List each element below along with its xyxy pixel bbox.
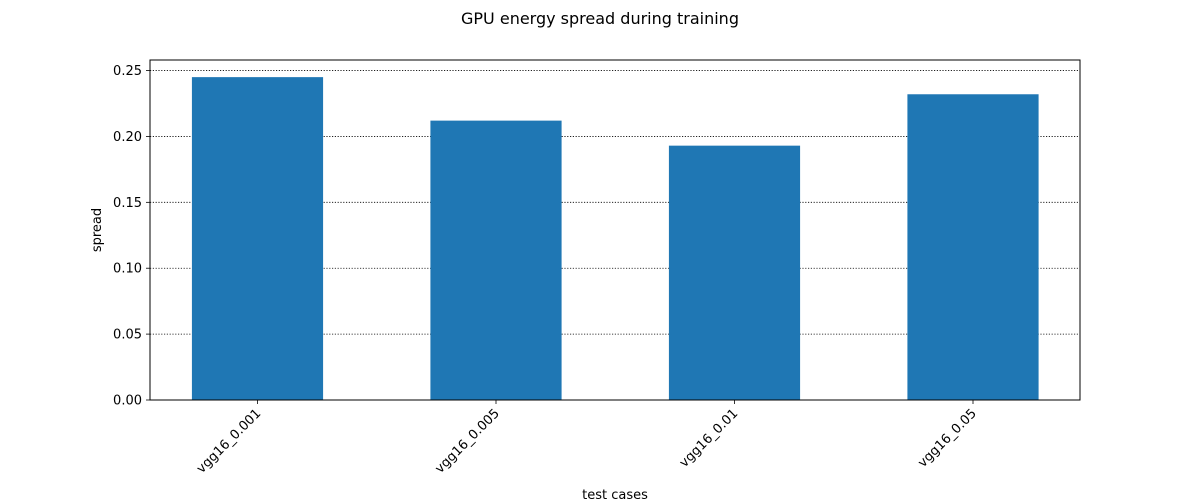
x-tick-label: vgg16_0.001: [194, 406, 264, 476]
y-tick-label: 0.10: [113, 262, 142, 277]
y-axis: 0.00 0.05 0.10 0.15 0.20 0.25: [113, 64, 150, 409]
y-tick-label: 0.20: [113, 130, 142, 145]
bar-vgg16_0.001: [191, 77, 324, 401]
bar-vgg16_0.05: [907, 94, 1039, 401]
y-tick-label: 0.05: [113, 328, 142, 343]
y-tick-label: 0.00: [113, 394, 142, 409]
chart-title: GPU energy spread during training: [461, 9, 739, 28]
bar-vgg16_0.01: [668, 145, 801, 400]
x-axis: vgg16_0.001 vgg16_0.005 vgg16_0.01 vgg16_0.…: [194, 400, 980, 477]
x-axis-label: test cases: [582, 488, 648, 500]
y-axis-label: spread: [90, 208, 105, 252]
x-tick-label: vgg16_0.01: [677, 406, 741, 470]
plot-frame: [149, 59, 1081, 401]
y-tick-label: 0.15: [113, 196, 142, 211]
bars: [191, 77, 1039, 401]
x-tick-label: vgg16_0.005: [432, 406, 502, 476]
x-tick-label: vgg16_0.05: [915, 406, 979, 470]
bar-vgg16_0.005: [430, 120, 562, 401]
y-tick-label: 0.25: [113, 64, 142, 79]
